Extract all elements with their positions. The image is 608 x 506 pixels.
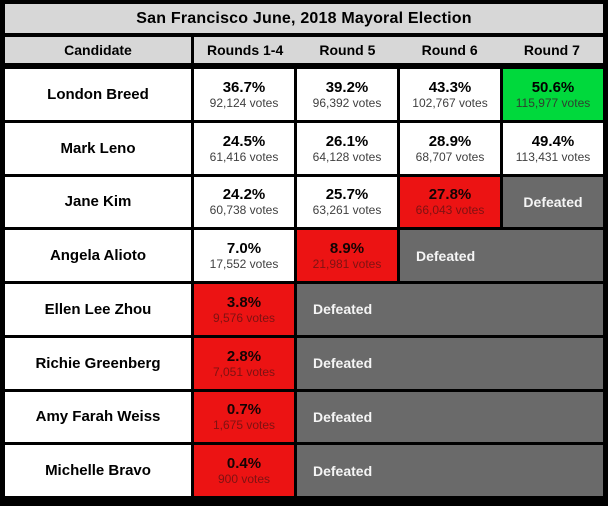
percentage: 49.4% <box>531 132 575 150</box>
result-cell: 49.4% 113,431 votes <box>503 122 603 174</box>
candidate-name: Angela Alioto <box>49 247 147 265</box>
column-header-round-5: Round 5 <box>319 42 376 58</box>
percentage: 7.0% <box>226 240 262 258</box>
result-cell: 28.9% 68,707 votes <box>400 122 500 174</box>
round-headers-band: Rounds 1-4 Round 5 Round 6 Round 7 <box>194 37 603 63</box>
percentage: 26.1% <box>325 132 369 150</box>
table-title: San Francisco June, 2018 Mayoral Electio… <box>5 4 603 33</box>
vote-count: 60,738 votes <box>209 203 279 218</box>
vote-count: 900 votes <box>217 472 271 487</box>
percentage: 25.7% <box>325 186 369 204</box>
result-cell: 7.0% 17,552 votes <box>194 230 294 281</box>
candidate-cell: Amy Farah Weiss <box>5 391 191 443</box>
defeated-cell: Defeated <box>297 391 603 443</box>
vote-count: 64,128 votes <box>312 149 382 164</box>
result-cell: 24.5% 61,416 votes <box>194 122 294 174</box>
result-cell: 36.7% 92,124 votes <box>194 69 294 120</box>
vote-count: 66,043 votes <box>415 203 485 218</box>
vote-count: 1,675 votes <box>212 418 276 433</box>
table-row: Mark Leno 24.5% 61,416 votes 26.1% 64,128 vo… <box>5 122 603 174</box>
defeated-label: Defeated <box>313 355 373 372</box>
candidate-cell: Ellen Lee Zhou <box>5 284 191 335</box>
percentage: 2.8% <box>226 347 262 365</box>
defeated-cell: Defeated <box>297 284 603 335</box>
column-header-rounds-1-4: Rounds 1-4 <box>207 42 284 58</box>
candidate-name: Mark Leno <box>60 139 136 157</box>
candidate-name: Ellen Lee Zhou <box>44 300 152 318</box>
winner-cell: 50.6% 115,977 votes <box>503 69 603 120</box>
candidate-name: Michelle Bravo <box>45 462 151 480</box>
table-row: Ellen Lee Zhou 3.8% 9,576 votes Defeated <box>5 284 603 335</box>
candidate-cell: Mark Leno <box>5 122 191 174</box>
percentage: 39.2% <box>325 78 369 96</box>
vote-count: 115,977 votes <box>515 95 591 110</box>
candidate-name: Jane Kim <box>64 193 132 211</box>
table-body: London Breed 36.7% 92,124 votes 39.2% 96,392… <box>5 69 603 496</box>
percentage: 0.4% <box>226 455 262 473</box>
vote-count: 21,981 votes <box>312 257 382 272</box>
table-row: Jane Kim 24.2% 60,738 votes 25.7% 63,261 vot… <box>5 176 603 228</box>
result-cell: 39.2% 96,392 votes <box>297 69 397 120</box>
column-header-round-7: Round 7 <box>523 42 580 58</box>
table-row: Amy Farah Weiss 0.7% 1,675 votes Defeated <box>5 391 603 443</box>
eliminated-cell: 0.7% 1,675 votes <box>194 391 294 443</box>
vote-count: 61,416 votes <box>209 149 279 164</box>
table-row: London Breed 36.7% 92,124 votes 39.2% 96,392… <box>5 69 603 120</box>
candidate-cell: Richie Greenberg <box>5 337 191 389</box>
column-header-candidate: Candidate <box>5 37 191 63</box>
vote-count: 7,051 votes <box>212 364 276 379</box>
candidate-cell: Michelle Bravo <box>5 445 191 496</box>
eliminated-cell: 2.8% 7,051 votes <box>194 337 294 389</box>
percentage: 24.5% <box>222 132 266 150</box>
percentage: 50.6% <box>531 78 575 96</box>
candidate-name: Richie Greenberg <box>35 354 161 372</box>
candidate-cell: Angela Alioto <box>5 230 191 281</box>
defeated-label: Defeated <box>313 301 373 318</box>
vote-count: 68,707 votes <box>415 149 485 164</box>
percentage: 28.9% <box>428 132 472 150</box>
vote-count: 63,261 votes <box>312 203 382 218</box>
vote-count: 17,552 votes <box>209 257 279 272</box>
percentage: 0.7% <box>226 401 262 419</box>
vote-count: 92,124 votes <box>209 95 279 110</box>
candidate-cell: Jane Kim <box>5 176 191 228</box>
eliminated-cell: 0.4% 900 votes <box>194 445 294 496</box>
defeated-cell: Defeated <box>400 230 603 281</box>
eliminated-cell: 27.8% 66,043 votes <box>400 176 500 228</box>
table-row: Michelle Bravo 0.4% 900 votes Defeated <box>5 445 603 496</box>
eliminated-cell: 3.8% 9,576 votes <box>194 284 294 335</box>
header-row: Candidate Rounds 1-4 Round 5 Round 6 Rou… <box>5 37 603 63</box>
percentage: 24.2% <box>222 186 266 204</box>
percentage: 36.7% <box>222 78 266 96</box>
result-cell: 25.7% 63,261 votes <box>297 176 397 228</box>
eliminated-cell: 8.9% 21,981 votes <box>297 230 397 281</box>
table-row: Angela Alioto 7.0% 17,552 votes 8.9% 21,981 … <box>5 230 603 281</box>
percentage: 43.3% <box>428 78 472 96</box>
defeated-cell: Defeated <box>297 445 603 496</box>
percentage: 27.8% <box>428 186 472 204</box>
vote-count: 9,576 votes <box>212 310 276 325</box>
defeated-label: Defeated <box>313 462 373 479</box>
percentage: 8.9% <box>329 240 365 258</box>
defeated-label: Defeated <box>523 193 583 210</box>
defeated-label: Defeated <box>416 247 476 264</box>
column-header-round-6: Round 6 <box>421 42 478 58</box>
vote-count: 96,392 votes <box>312 95 382 110</box>
result-cell: 26.1% 64,128 votes <box>297 122 397 174</box>
candidate-cell: London Breed <box>5 69 191 120</box>
percentage: 3.8% <box>226 293 262 311</box>
candidate-name: London Breed <box>47 85 149 103</box>
defeated-cell: Defeated <box>297 337 603 389</box>
vote-count: 102,767 votes <box>412 95 488 110</box>
defeated-cell: Defeated <box>503 176 603 228</box>
candidate-name: Amy Farah Weiss <box>35 408 161 426</box>
vote-count: 113,431 votes <box>515 149 591 164</box>
result-cell: 43.3% 102,767 votes <box>400 69 500 120</box>
table-row: Richie Greenberg 2.8% 7,051 votes Defeated <box>5 337 603 389</box>
defeated-label: Defeated <box>313 408 373 425</box>
result-cell: 24.2% 60,738 votes <box>194 176 294 228</box>
